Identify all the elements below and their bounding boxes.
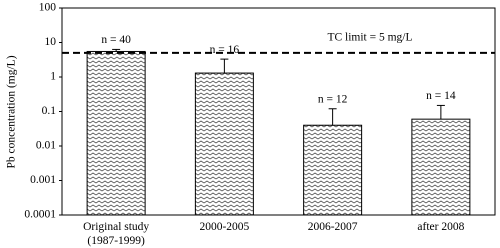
n-label: n = 40: [101, 34, 131, 46]
n-label: n = 16: [210, 44, 240, 56]
y-tick-label: 0.001: [30, 174, 56, 186]
bar: [86, 50, 146, 216]
x-tick-label: after 2008: [417, 221, 464, 233]
bar: [194, 72, 254, 216]
plot-frame: [61, 7, 496, 216]
x-tick-label: 2006-2007: [308, 221, 358, 233]
y-axis-label: Pb concentration (mg/L): [6, 55, 18, 168]
x-tick-label: Original study (1987-1999): [83, 221, 149, 247]
x-tick-label: 2000-2005: [199, 221, 249, 233]
bar: [411, 118, 471, 216]
y-tick-label: 1: [50, 71, 56, 83]
y-tick-label: 100: [39, 2, 57, 14]
bar: [303, 124, 363, 216]
y-tick-label: 10: [45, 36, 57, 48]
y-tick-label: 0.0001: [24, 209, 56, 221]
y-tick-label: 0.1: [42, 105, 57, 117]
reference-label: TC limit = 5 mg/L: [327, 32, 412, 44]
n-label: n = 14: [426, 90, 456, 102]
y-tick-label: 0.01: [36, 140, 56, 152]
n-label: n = 12: [318, 93, 348, 105]
